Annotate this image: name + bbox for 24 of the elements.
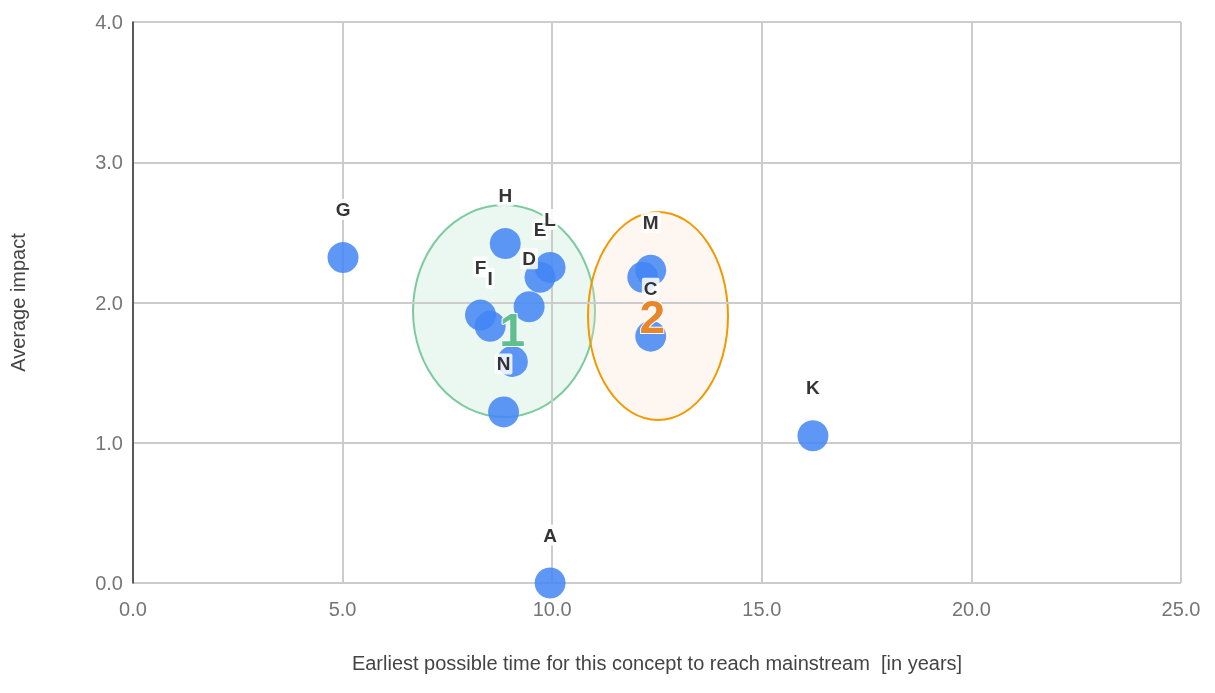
x-tick-label: 15.0 — [742, 598, 782, 620]
x-tick-label: 0.0 — [119, 598, 147, 620]
x-tick-label: 5.0 — [328, 598, 357, 620]
data-label: F — [474, 256, 487, 278]
y-tick-label: 1.0 — [95, 431, 123, 454]
annotation: 1 — [499, 303, 526, 356]
data-label: A — [543, 524, 558, 546]
y-axis-title: Average impact — [7, 232, 29, 372]
y-tick-label: 0.0 — [95, 572, 123, 594]
data-label: D — [522, 248, 537, 270]
data-label: H — [498, 185, 513, 207]
y-tick-label: 2.0 — [95, 291, 123, 314]
data-label: G — [335, 199, 351, 221]
x-tick-label: 20.0 — [951, 598, 991, 620]
data-label: K — [806, 377, 821, 399]
y-tick-label: 4.0 — [95, 11, 123, 33]
data-label: L — [544, 208, 557, 230]
data-label: M — [642, 211, 659, 233]
x-tick-label: 10.0 — [532, 598, 572, 620]
data-label: N — [496, 353, 511, 375]
data-label: I — [487, 267, 493, 289]
x-axis-title: Earliest possible time for this concept to reach mainstream [in years] — [351, 652, 963, 674]
x-tick-label: 25.0 — [1161, 598, 1201, 620]
y-tick-label: 3.0 — [95, 151, 123, 174]
